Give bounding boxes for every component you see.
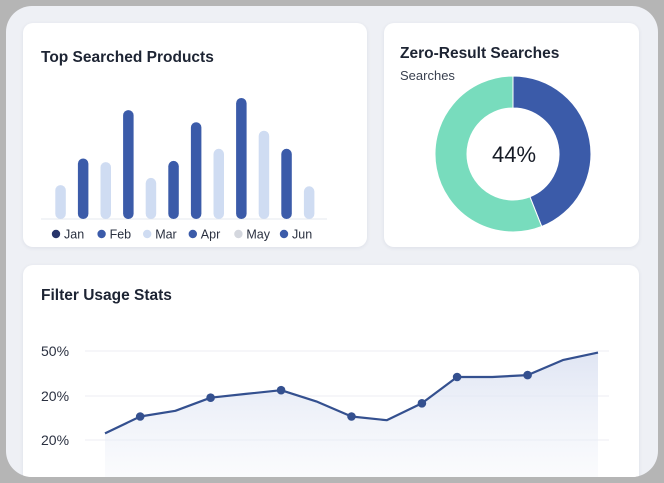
legend-dot-feb [97,229,106,239]
y-tick-label-2: 20% [41,388,69,404]
donut-slice-2 [434,75,543,233]
legend-dot-may [234,229,243,239]
line-point-4 [347,412,356,421]
line-point-2 [206,393,215,402]
filter-usage-line-chart: 50% 20% 20% [41,343,609,477]
bar-7 [190,122,202,219]
line-point-1 [135,412,145,421]
legend-dot-jan [51,229,61,239]
legend-dot-apr [188,229,197,239]
bar-4 [123,110,134,219]
y-tick-label-3: 20% [41,432,69,448]
bar-2 [77,158,89,219]
top-searched-products-chart: Jan Feb Mar Apr May Jun [41,98,327,242]
legend-label-feb: Feb [110,228,132,242]
bar-3 [100,162,111,219]
y-tick-label-1: 50% [41,343,69,359]
top-searched-products-title: Top Searched Products [41,49,214,66]
legend-label-mar: Mar [155,228,177,242]
bar-10 [258,130,270,219]
donut-center-label: 44% [492,142,536,167]
bar-12 [303,186,315,219]
bar-6 [168,160,179,219]
legend-dot-mar [143,229,152,239]
filter-usage-stats-title: Filter Usage Stats [41,287,172,304]
line-point-6 [452,372,462,382]
legend-label-may: May [246,228,270,242]
zero-result-searches-subtitle: Searches [400,68,455,83]
line-point-7 [523,370,532,380]
bar-11 [281,148,292,219]
line-point-3 [276,385,286,395]
zero-result-donut-chart: 44% [434,75,592,233]
filter-usage-area [105,352,598,477]
zero-result-searches-card: Zero-Result Searches Searches 44% [384,23,639,247]
bar-1 [55,185,66,219]
bar-8 [213,148,224,219]
line-point-5 [417,399,427,408]
bar-5 [145,177,157,219]
zero-result-searches-title: Zero-Result Searches [400,45,560,62]
dashboard-frame: Top Searched Products Jan Feb Mar Apr May Jun… [6,6,658,477]
legend-label-jun: Jun [292,228,312,242]
bar-9 [236,98,247,219]
legend-label-apr: Apr [201,228,220,242]
filter-usage-stats-card: Filter Usage Stats 50% 20% 20% [23,265,639,477]
legend-dot-jun [279,229,289,239]
legend-label-jan: Jan [64,228,84,242]
donut-slice-1 [512,75,592,228]
top-searched-products-card: Top Searched Products Jan Feb Mar Apr May Jun [23,23,367,247]
